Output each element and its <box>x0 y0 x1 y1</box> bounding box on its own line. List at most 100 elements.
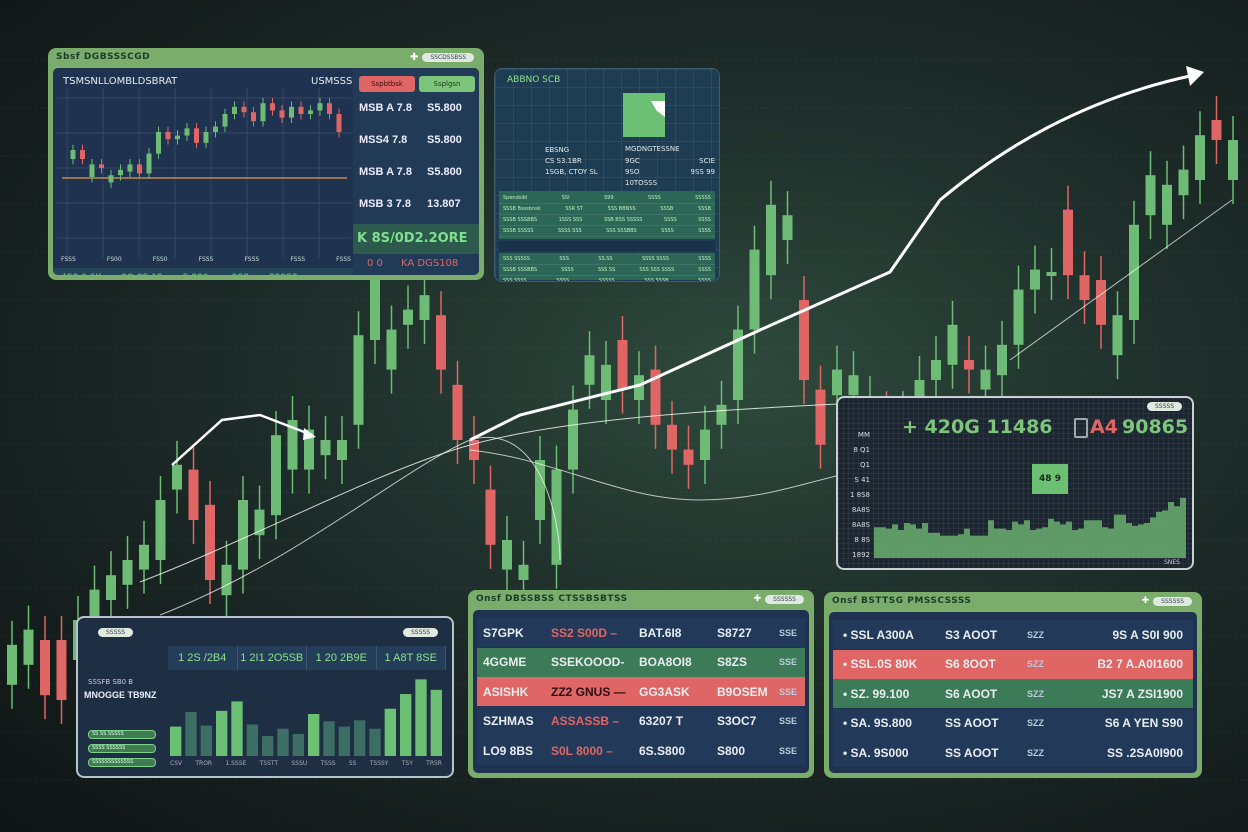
candle-body <box>108 175 114 183</box>
order-cell: ASSASSB – <box>551 714 620 728</box>
order-row[interactable]: LO9 8BS S0L 8000 – 6S.S800 S800 SSE <box>477 736 805 765</box>
order-cell: S800 <box>717 743 746 758</box>
candle-body <box>667 424 677 450</box>
info-value-row: 10TOSSS <box>625 178 715 189</box>
info-table-cell: SSSS <box>561 267 574 273</box>
order-cell: • SA. 9S.800 <box>843 716 912 730</box>
candle-body <box>601 364 611 400</box>
order-cell: SS .2SA0I900 <box>1106 745 1183 760</box>
order-cell: SZZ <box>1027 629 1044 640</box>
candle-body <box>1079 275 1090 300</box>
orders-b-pill[interactable]: SSSSSS <box>1153 596 1192 606</box>
candle-body <box>89 164 95 177</box>
candle-body <box>287 420 298 470</box>
main-chart-panel: Sbsf DGBSSSCGD ✚ SSCDSSBSS TSMSNLLOMBLDSB… <box>48 48 484 280</box>
candle-body <box>749 249 760 330</box>
change-b: KA DGS108 <box>401 258 459 269</box>
y-axis-label: S 41 <box>854 476 870 484</box>
candle-body <box>336 114 342 132</box>
info-table-cell: SSSS <box>647 195 661 201</box>
info-table-cell: SSS SSSS <box>503 278 527 282</box>
order-cell: BOA8OI8 <box>639 655 692 669</box>
candle-body <box>1063 209 1073 276</box>
candle-body <box>436 315 446 370</box>
info-title: ABBNO SCB <box>507 75 561 85</box>
info-table-cell: SSSB Bsssbnsk <box>503 206 541 212</box>
candle-body <box>327 103 332 114</box>
order-cell: SZHMAS <box>483 714 534 728</box>
filter-chip[interactable]: SS SS SSSSS <box>88 730 156 739</box>
orders-a-pill[interactable]: SSSSSS <box>765 594 804 604</box>
candle-body <box>80 150 85 159</box>
volume-label-small: SSSFB SB0 B <box>88 678 134 686</box>
order-row[interactable]: • SA. 9S.800 SS AOOT SZZ S6 A YEN S90 <box>833 708 1193 738</box>
ticker-value-green-2: 90865 <box>1122 416 1189 438</box>
info-table-cell: SSSSS <box>695 195 711 201</box>
orders-a-header: Onsf DBSSBSS CTSSBSBTSS <box>476 594 628 604</box>
order-row[interactable]: • SSL A300A S3 AOOT SZZ 9S A S0I 900 <box>833 620 1193 649</box>
x-axis-label: CSV <box>170 760 183 767</box>
info-table-cell: SSSB <box>660 206 674 212</box>
candle-body <box>1013 289 1024 345</box>
info-value: SCIE <box>699 157 715 165</box>
x-axis-label: SSSU <box>291 760 308 767</box>
y-axis-label: 8A8S <box>851 506 870 514</box>
order-cell: SSE <box>779 627 798 638</box>
order-cell: 9S A S0I 900 <box>1112 627 1184 642</box>
candle-body <box>931 360 941 380</box>
candle-body <box>386 329 397 370</box>
plus-icon[interactable]: ✚ <box>1141 596 1150 606</box>
info-table-cell: Spendsibl <box>503 195 528 201</box>
order-row[interactable]: 4GGME SSEKOOOD- BOA8OI8 S8ZS SSE <box>477 647 805 677</box>
info-table-cell: SSR ST <box>565 206 583 212</box>
panel-pill[interactable]: SSCDSSBSS <box>422 53 474 62</box>
order-cell: SZZ <box>1027 659 1044 669</box>
axis-label: FS00 <box>106 256 122 263</box>
candle-body <box>238 500 248 570</box>
filter-chip[interactable]: SSSSSSSSSSSSS <box>88 758 156 767</box>
candle-body <box>260 103 266 122</box>
order-cell: 63207 T <box>639 714 684 728</box>
info-table-row: SSSB SSSBBS SSSS SSS SS SSS SSS SSSS SSSS <box>499 265 715 276</box>
info-table-cell: SSS <box>559 256 569 262</box>
order-row[interactable]: • SSL.0S 80K S6 8OOT SZZ B2 7 A.A0I1600 <box>833 649 1193 679</box>
candle-body <box>1195 135 1205 180</box>
volume-bar <box>246 724 258 756</box>
candle-body <box>733 329 743 400</box>
candle-body <box>172 464 182 490</box>
filter-chip[interactable]: SSSS SSSSSS <box>88 744 156 753</box>
candle-body <box>370 275 380 340</box>
order-row[interactable]: S7GPK SS2 S00D – BAT.6I8 S8727 SSE <box>477 618 805 647</box>
sell-button[interactable]: Sspbtbsk <box>359 76 415 92</box>
candle-body <box>782 215 793 240</box>
volume-bar <box>216 710 228 756</box>
plus-icon[interactable]: ✚ <box>753 594 762 604</box>
volume-pill-left[interactable]: SSSSS <box>98 628 134 637</box>
logo-icon <box>623 93 665 137</box>
candle-body <box>70 150 76 159</box>
footer-value: 8S9S8 <box>269 273 298 275</box>
order-row[interactable]: ASISHK ZZ2 GNUS — GG3ASK B9OSEM SSE <box>477 677 805 706</box>
order-row[interactable]: SZHMAS ASSASSB – 63207 T S3OC7 SSE <box>477 706 805 736</box>
volume-pill-right[interactable]: SSSSS <box>402 628 438 637</box>
ticker-pill[interactable]: SSSSS <box>1146 402 1182 411</box>
order-cell: S6 8OOT <box>945 657 996 671</box>
stat-value: 1 2S /2B4 <box>168 646 238 670</box>
candle-body <box>304 429 314 470</box>
ticker-panel: SSSSS + 420G 11486 A4 90865 48 9 MM 8 Q1 Q… <box>836 396 1194 570</box>
plus-icon[interactable]: ✚ <box>409 52 419 63</box>
volume-bar <box>338 726 350 756</box>
order-cell: JS7 A ZSI1900 <box>1101 686 1183 701</box>
x-axis-label: 1.SSSE <box>225 760 247 767</box>
info-table-cell: SSSB SSSSS <box>503 228 534 234</box>
candle-body <box>317 103 323 111</box>
order-cell: • SSL A300A <box>843 627 914 642</box>
order-cell: B9OSEM <box>717 684 768 699</box>
order-row[interactable]: • SA. 9S000 SS AOOT SZZ SS .2SA0I900 <box>833 738 1193 767</box>
order-row[interactable]: • SZ. 99.100 S6 AOOT SZZ JS7 A ZSI1900 <box>833 679 1193 708</box>
buy-button[interactable]: Ssplgsn <box>419 76 475 92</box>
ticker-x-label: SNES <box>1164 559 1180 566</box>
info-table-cell: SSSS <box>556 278 570 282</box>
order-cell: LO9 8BS <box>483 743 534 758</box>
candle-body <box>56 640 67 700</box>
